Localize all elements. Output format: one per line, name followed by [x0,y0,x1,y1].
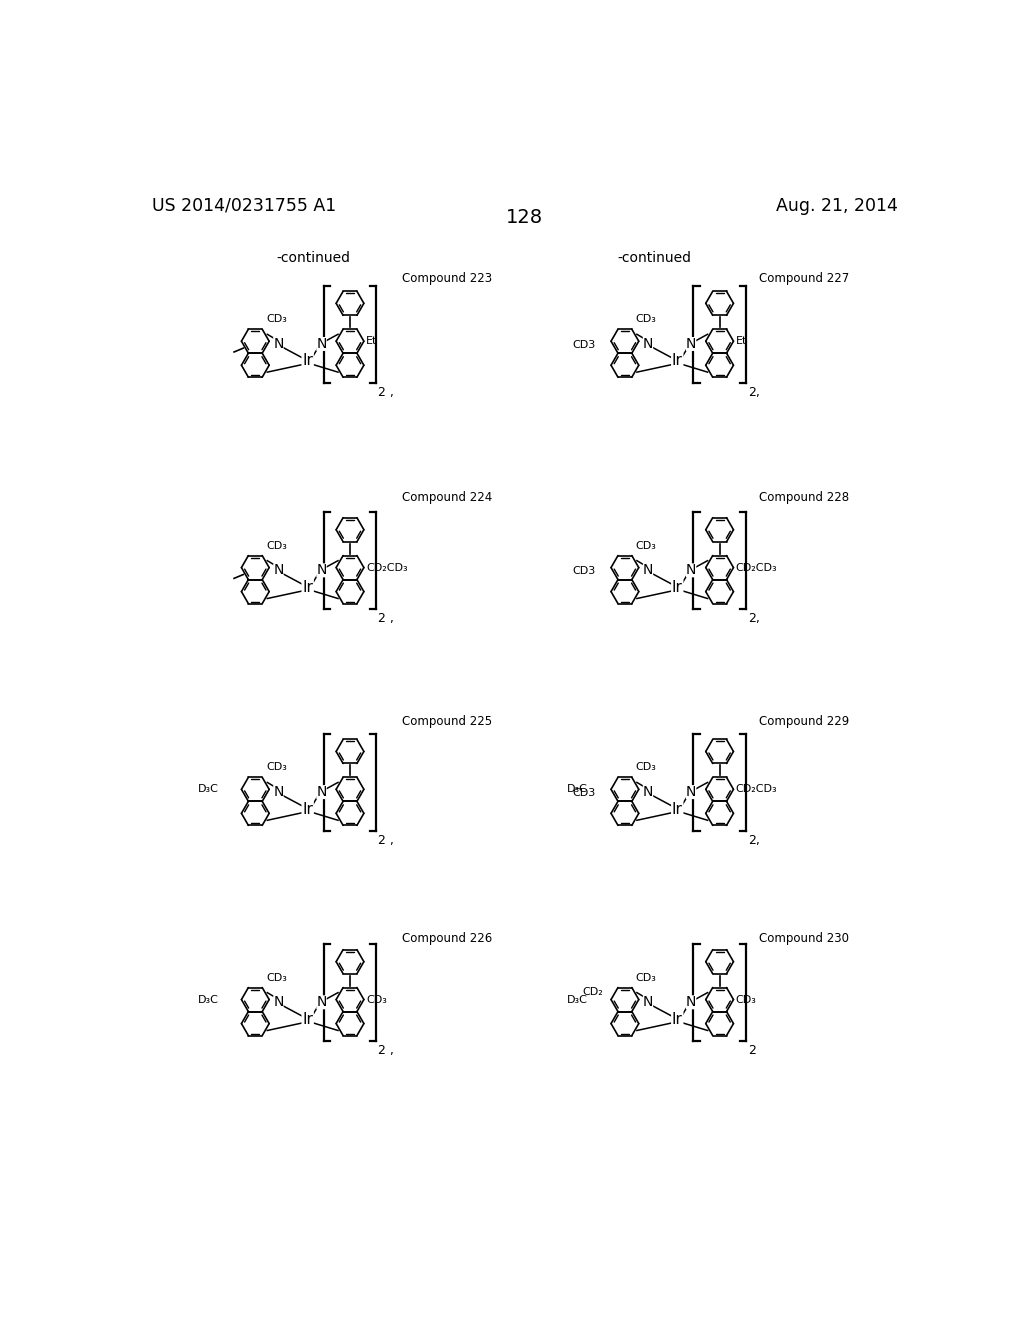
Text: CD3: CD3 [572,566,596,577]
Text: 2 ,: 2 , [379,834,394,847]
Text: 2: 2 [749,1044,756,1057]
Text: CD₃: CD₃ [266,541,287,550]
Text: N: N [316,337,327,351]
Text: N: N [273,337,284,351]
Text: 2,: 2, [749,612,760,626]
Text: CD3: CD3 [572,341,596,350]
Text: 2,: 2, [749,834,760,847]
Text: 2 ,: 2 , [379,385,394,399]
Text: CD₃: CD₃ [266,973,287,982]
Text: -continued: -continued [276,251,351,265]
Text: N: N [273,564,284,577]
Text: Compound 228: Compound 228 [759,491,849,504]
Text: CD₂CD₃: CD₂CD₃ [736,784,777,795]
Text: Ir: Ir [672,354,683,368]
Text: CD₃: CD₃ [266,763,287,772]
Text: N: N [316,995,327,1010]
Text: Ir: Ir [302,579,313,595]
Text: CD₃: CD₃ [367,994,387,1005]
Text: 2,: 2, [749,385,760,399]
Text: N: N [686,564,696,577]
Text: CD₃: CD₃ [636,763,656,772]
Text: Compound 229: Compound 229 [759,715,849,729]
Text: N: N [686,995,696,1010]
Text: N: N [273,995,284,1010]
Text: CD₃: CD₃ [636,973,656,982]
Text: CD₃: CD₃ [266,314,287,325]
Text: N: N [643,337,653,351]
Text: CD₃: CD₃ [636,541,656,550]
Text: N: N [643,785,653,799]
Text: Compound 225: Compound 225 [401,715,492,729]
Text: Ir: Ir [302,354,313,368]
Text: CD₂: CD₂ [583,987,603,997]
Text: 128: 128 [506,209,544,227]
Text: N: N [316,785,327,799]
Text: N: N [316,564,327,577]
Text: Et: Et [736,337,748,346]
Text: N: N [643,995,653,1010]
Text: Ir: Ir [672,801,683,817]
Text: Compound 226: Compound 226 [401,932,492,945]
Text: Ir: Ir [672,579,683,595]
Text: Compound 223: Compound 223 [401,272,492,285]
Text: CD₂CD₃: CD₂CD₃ [736,562,777,573]
Text: CD3: CD3 [572,788,596,799]
Text: Ir: Ir [302,1011,313,1027]
Text: D₃C: D₃C [567,784,588,795]
Text: Ir: Ir [672,1011,683,1027]
Text: N: N [686,785,696,799]
Text: D₃C: D₃C [198,994,218,1005]
Text: N: N [273,785,284,799]
Text: US 2014/0231755 A1: US 2014/0231755 A1 [153,197,336,215]
Text: CD₃: CD₃ [736,994,757,1005]
Text: CD₂CD₃: CD₂CD₃ [367,562,408,573]
Text: D₃C: D₃C [198,784,218,795]
Text: Compound 227: Compound 227 [759,272,849,285]
Text: N: N [643,564,653,577]
Text: 2 ,: 2 , [379,612,394,626]
Text: D₃C: D₃C [567,994,588,1005]
Text: -continued: -continued [617,251,691,265]
Text: N: N [686,337,696,351]
Text: 2 ,: 2 , [379,1044,394,1057]
Text: Et: Et [367,337,378,346]
Text: Aug. 21, 2014: Aug. 21, 2014 [775,197,897,215]
Text: Compound 230: Compound 230 [759,932,849,945]
Text: Compound 224: Compound 224 [401,491,492,504]
Text: CD₃: CD₃ [636,314,656,325]
Text: Ir: Ir [302,801,313,817]
